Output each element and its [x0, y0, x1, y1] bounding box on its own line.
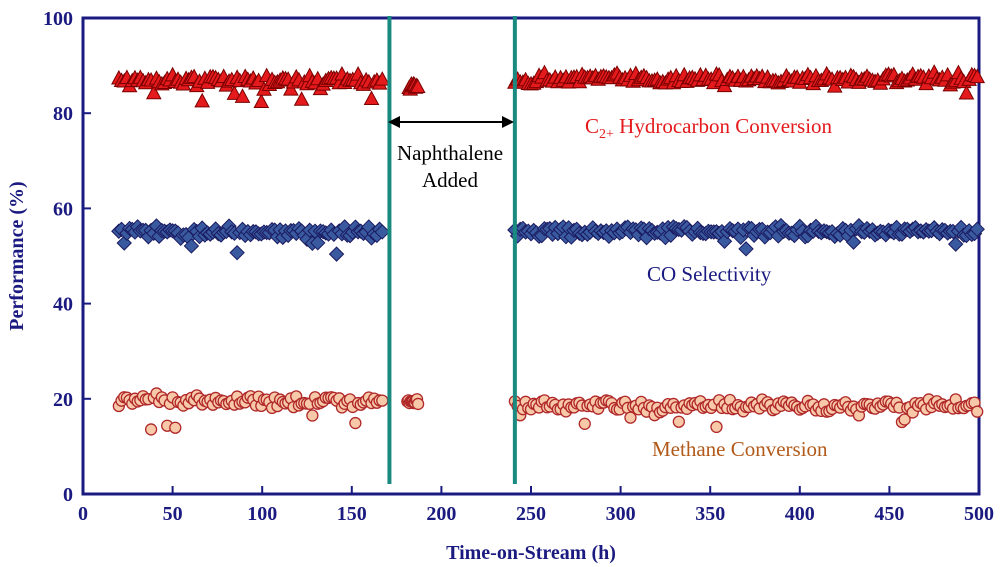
methane-conversion-point: [169, 421, 182, 434]
c2-label-subscript: 2+: [599, 127, 614, 142]
x-tick-label: 300: [606, 503, 636, 525]
x-axis: 0 50 100 150 200 250 300 350 400 450 500: [78, 486, 994, 525]
methane-conversion-point: [376, 394, 389, 407]
co-selectivity-point: [969, 221, 985, 237]
c2-hydrocarbon-point: [194, 92, 211, 108]
c2-label-rest: Hydrocarbon Conversion: [614, 114, 833, 138]
methane-conversion-point: [898, 413, 911, 426]
co-selectivity-point: [328, 246, 345, 262]
methane-conversion-label: Methane Conversion: [652, 437, 828, 461]
methane-conversion-point: [411, 397, 425, 411]
c2-hydrocarbon-point: [374, 71, 391, 86]
co-selectivity-point: [183, 238, 200, 254]
c2-hydrocarbon-point: [293, 91, 310, 106]
naphthalene-label-line2: Added: [422, 168, 478, 192]
y-tick-label: 100: [43, 8, 73, 30]
c2-hydrocarbon-point: [409, 78, 426, 94]
y-tick-label: 0: [63, 484, 73, 506]
series-c2-hydrocarbon: [111, 64, 986, 108]
x-tick-label: 0: [78, 503, 88, 525]
methane-conversion-point: [710, 420, 723, 434]
x-tick-label: 250: [516, 503, 546, 525]
methane-conversion-point: [624, 411, 637, 424]
x-axis-title: Time-on-Stream (h): [446, 542, 616, 564]
co-selectivity-point: [947, 236, 964, 252]
naphthalene-label-line1: Naphthalene: [397, 141, 503, 165]
methane-conversion-point: [578, 417, 591, 430]
y-tick-label: 80: [53, 103, 73, 125]
y-axis: 0 20 40 60 80 100: [43, 8, 91, 506]
co-selectivity-point: [229, 244, 245, 261]
x-tick-label: 150: [337, 503, 367, 525]
co-selectivity-label: CO Selectivity: [647, 262, 772, 286]
y-axis-title: Performance (%): [6, 181, 28, 330]
x-tick-label: 450: [874, 503, 904, 525]
naphthalene-period-lines: [387, 16, 517, 484]
c2-hydrocarbon-point: [363, 90, 380, 106]
y-tick-label: 40: [53, 294, 73, 316]
co-selectivity-point: [738, 241, 754, 257]
methane-conversion-point: [306, 409, 319, 422]
methane-conversion-point: [349, 416, 362, 430]
arrow-head-right: [502, 116, 514, 128]
methane-conversion-point: [672, 415, 685, 428]
c2-hydrocarbon-point: [234, 88, 251, 103]
x-tick-label: 350: [695, 503, 725, 525]
c2-label-c: C: [585, 114, 599, 138]
y-tick-label: 60: [53, 198, 73, 220]
y-tick-label: 20: [53, 389, 73, 411]
c2-hydrocarbon-point: [283, 81, 299, 96]
x-tick-label: 200: [426, 503, 456, 525]
methane-conversion-point: [971, 405, 984, 418]
x-tick-label: 100: [247, 503, 277, 525]
arrow-head-left: [388, 116, 400, 128]
c2-hydrocarbon-point: [969, 68, 986, 84]
c2-hydrocarbon-point: [958, 85, 975, 100]
naphthalene-annotation: Naphthalene Added: [388, 116, 514, 192]
methane-conversion-point: [144, 423, 158, 436]
x-tick-label: 50: [163, 503, 183, 525]
c2-hydrocarbon-label: C2+ Hydrocarbon Conversion: [585, 114, 833, 142]
co-selectivity-point: [845, 234, 862, 250]
co-selectivity-point: [374, 224, 390, 240]
c2-hydrocarbon-point: [226, 85, 243, 100]
x-tick-label: 400: [785, 503, 815, 525]
series-methane-conversion: [112, 387, 984, 436]
series-co-selectivity: [111, 217, 985, 262]
c2-hydrocarbon-point: [145, 84, 162, 100]
c2-hydrocarbon-point: [253, 93, 270, 108]
co-selectivity-point: [310, 235, 326, 251]
x-tick-label: 500: [964, 503, 994, 525]
